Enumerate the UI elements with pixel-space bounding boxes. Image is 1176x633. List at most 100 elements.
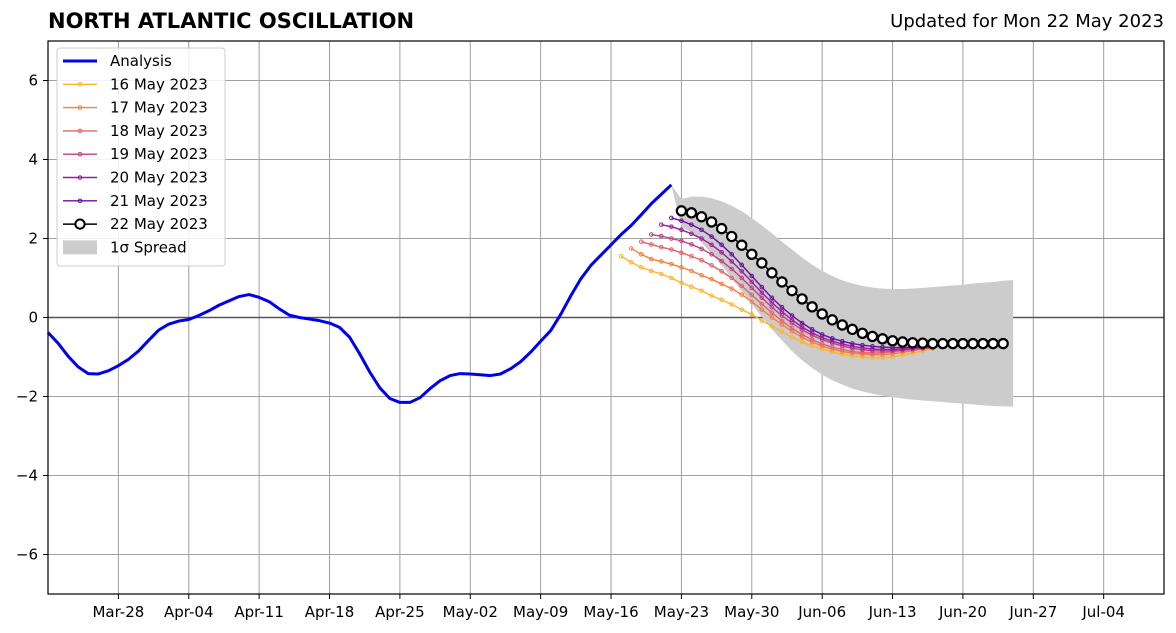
x-tick-label: May-02 xyxy=(443,603,498,621)
forecast-point xyxy=(789,317,795,323)
main-forecast-point xyxy=(675,205,688,217)
forecast-point xyxy=(709,234,714,239)
forecast-point xyxy=(759,290,765,295)
forecast-point xyxy=(669,261,674,267)
main-forecast-point xyxy=(896,336,909,348)
forecast-point xyxy=(699,257,704,263)
main-forecast-point xyxy=(927,337,939,350)
forecast-point xyxy=(739,283,745,289)
forecast-point xyxy=(900,352,905,358)
forecast-point xyxy=(799,320,805,326)
x-tick-label: Jun-06 xyxy=(797,603,846,621)
forecast-point xyxy=(870,346,875,352)
forecast-point xyxy=(739,275,745,281)
forecast-point xyxy=(689,242,694,247)
main-forecast-point xyxy=(967,337,979,350)
forecast-point xyxy=(719,268,724,274)
forecast-point xyxy=(739,268,745,274)
forecast-point xyxy=(789,325,795,331)
legend-label: 19 May 2023 xyxy=(110,145,208,163)
legend-label: 18 May 2023 xyxy=(110,122,208,140)
y-tick-label: 6 xyxy=(28,72,38,90)
forecast-point xyxy=(759,318,765,323)
forecast-point xyxy=(769,300,775,305)
main-forecast-point xyxy=(796,293,808,305)
forecast-point xyxy=(829,338,835,344)
forecast-point xyxy=(819,332,825,337)
forecast-point xyxy=(709,293,714,299)
forecast-point xyxy=(870,344,875,349)
forecast-point xyxy=(739,307,745,312)
forecast-point xyxy=(658,271,664,277)
main-forecast-point xyxy=(957,337,969,350)
forecast-point xyxy=(819,341,825,347)
x-tick-label: Jun-20 xyxy=(938,603,987,621)
forecast-line xyxy=(661,223,933,351)
forecast-point xyxy=(628,259,634,265)
legend-marker-forecast xyxy=(77,151,83,157)
x-tick-label: May-09 xyxy=(513,603,568,621)
main-forecast-point xyxy=(866,330,879,343)
main-forecast-point xyxy=(836,319,848,331)
x-tick-label: Apr-25 xyxy=(375,603,425,621)
forecast-point xyxy=(789,313,795,318)
main-forecast-point xyxy=(756,257,768,269)
forecast-point xyxy=(749,312,755,317)
main-forecast-point xyxy=(725,230,738,243)
forecast-point xyxy=(699,236,704,241)
forecast-point xyxy=(679,280,684,286)
x-tick-label: Jul-04 xyxy=(1081,603,1125,621)
main-forecast-point xyxy=(705,216,718,228)
x-tick-label: May-30 xyxy=(724,603,779,621)
chart-subtitle: Updated for Mon 22 May 2023 xyxy=(890,11,1164,32)
forecast-point xyxy=(850,344,855,349)
chart-title: NORTH ATLANTIC OSCILLATION xyxy=(48,9,415,33)
forecast-point xyxy=(648,232,654,237)
main-forecast-point xyxy=(695,211,708,223)
y-tick-label: −6 xyxy=(16,546,38,564)
y-tick-label: 4 xyxy=(28,151,38,169)
forecast-point xyxy=(638,252,644,257)
forecast-point xyxy=(829,336,835,341)
forecast-point xyxy=(759,295,765,301)
forecast-point xyxy=(669,247,674,252)
forecast-point xyxy=(709,252,714,257)
forecast-point xyxy=(749,292,755,298)
forecast-point xyxy=(709,276,714,282)
main-forecast-point xyxy=(786,284,798,297)
forecast-point xyxy=(669,224,674,229)
forecast-point xyxy=(729,275,734,281)
legend-marker-forecast xyxy=(77,198,83,204)
forecast-point xyxy=(709,263,714,268)
forecast-point xyxy=(679,238,684,244)
main-forecast-point xyxy=(826,314,838,326)
forecast-point xyxy=(699,288,704,293)
forecast-point xyxy=(669,275,674,281)
forecast-point xyxy=(789,334,795,340)
forecast-point xyxy=(719,242,724,248)
forecast-point xyxy=(880,344,885,350)
main-forecast-point xyxy=(906,337,919,349)
forecast-point xyxy=(679,227,684,233)
forecast-point xyxy=(628,246,634,251)
forecast-point xyxy=(658,233,664,239)
legend-label: 22 May 2023 xyxy=(110,215,208,233)
forecast-point xyxy=(769,310,775,316)
forecast-point xyxy=(749,273,755,279)
forecast-point xyxy=(799,332,805,337)
y-tick-label: 2 xyxy=(28,230,38,248)
forecast-point xyxy=(719,297,724,303)
legend-label: 20 May 2023 xyxy=(110,169,208,187)
forecast-point xyxy=(699,246,704,252)
forecast-point xyxy=(769,315,775,320)
forecast-point xyxy=(699,227,704,233)
forecast-point xyxy=(809,327,815,332)
forecast-point xyxy=(638,265,644,270)
x-tick-label: Apr-04 xyxy=(164,603,214,621)
forecast-point xyxy=(648,256,654,262)
forecast-point xyxy=(729,259,734,264)
legend-label: 1σ Spread xyxy=(110,238,187,256)
forecast-point xyxy=(850,353,855,359)
forecast-point xyxy=(759,307,765,312)
main-forecast-point xyxy=(997,337,1009,350)
